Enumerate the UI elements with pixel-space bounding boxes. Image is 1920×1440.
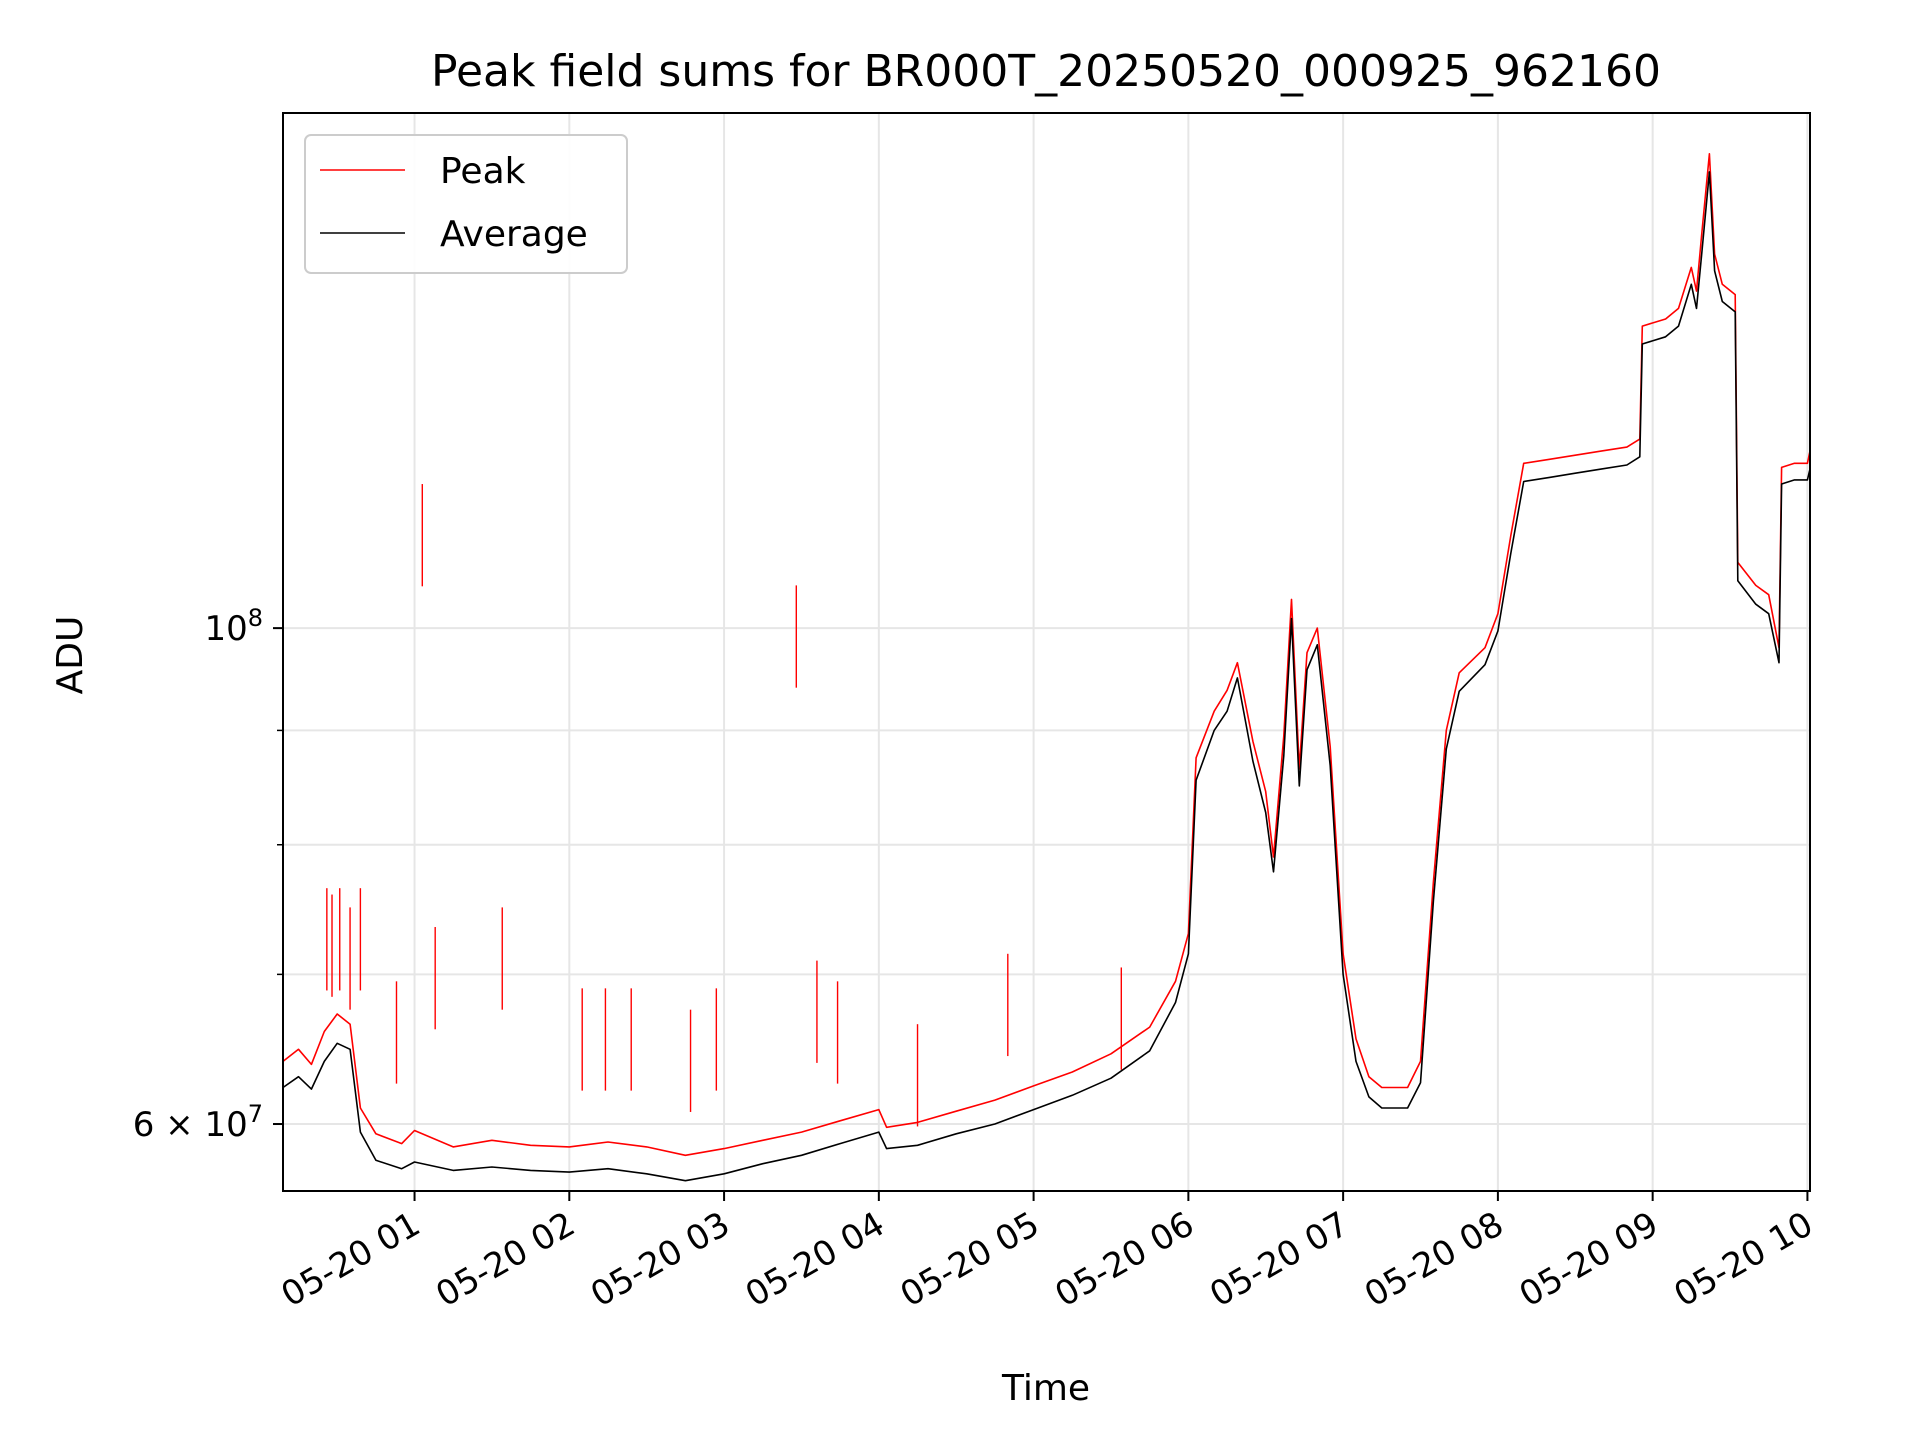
- y-tick-label: 6 × 107: [133, 1100, 263, 1145]
- series-layer: [282, 153, 1811, 1182]
- x-tick-label: 05-20 04: [739, 1204, 891, 1315]
- series-peak-line: [282, 153, 1811, 1157]
- x-tick-label: 05-20 09: [1513, 1204, 1665, 1315]
- x-tick-label: 05-20 07: [1203, 1204, 1355, 1315]
- x-tick-label: 05-20 05: [894, 1204, 1046, 1315]
- axes: 05-20 01 05-20 02 05-20 03 05-20 04 05-20 05…: [133, 604, 1820, 1315]
- grid-lines: [283, 113, 1810, 1191]
- x-tick-label: 05-20 01: [275, 1204, 427, 1315]
- x-tick-label: 05-20 10: [1668, 1204, 1820, 1315]
- x-tick-label: 05-20 06: [1048, 1204, 1200, 1315]
- x-tick-label: 05-20 03: [584, 1204, 736, 1315]
- legend-average-label: Average: [440, 214, 588, 255]
- x-tick-label: 05-20 08: [1358, 1204, 1510, 1315]
- series-average-line: [282, 171, 1811, 1182]
- chart-title: Peak field sums for BR000T_20250520_0009…: [431, 46, 1661, 97]
- plot-area-frame: [282, 112, 1811, 1192]
- x-tick-label: 05-20 02: [429, 1204, 581, 1315]
- y-axis-label: ADU: [50, 616, 91, 695]
- legend: Peak Average: [304, 134, 628, 274]
- x-axis-label: Time: [1001, 1368, 1090, 1409]
- legend-peak-label: Peak: [440, 151, 526, 192]
- y-tick-label: 108: [204, 604, 263, 649]
